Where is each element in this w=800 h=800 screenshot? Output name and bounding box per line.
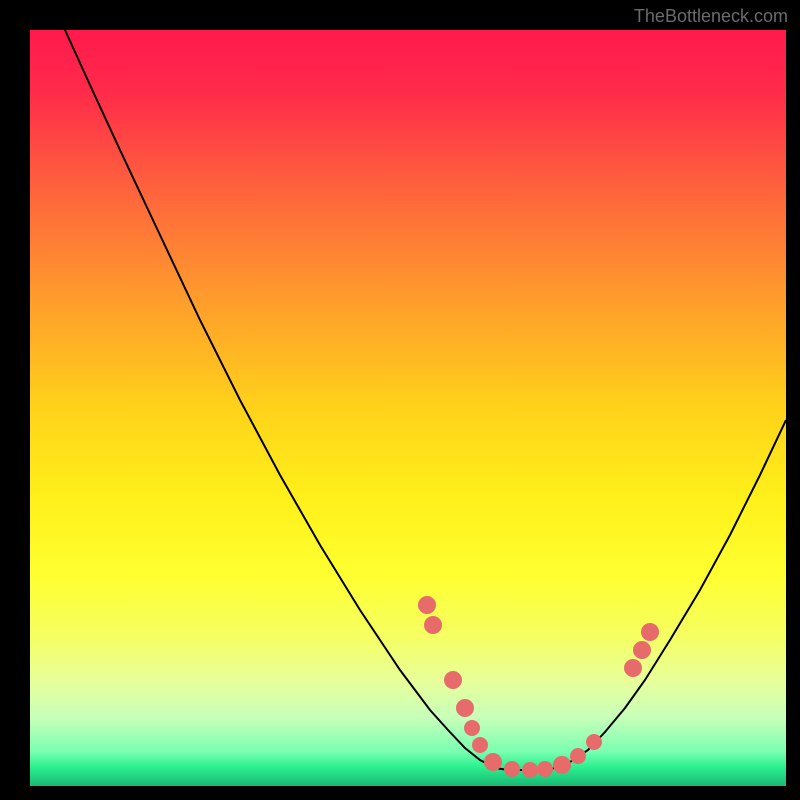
- data-marker: [504, 761, 520, 777]
- data-marker: [641, 623, 659, 641]
- data-marker: [456, 699, 474, 717]
- data-marker: [633, 641, 651, 659]
- data-marker: [586, 734, 602, 750]
- markers-layer: [30, 30, 786, 786]
- data-marker: [472, 737, 488, 753]
- watermark-text: TheBottleneck.com: [634, 6, 788, 27]
- data-marker: [522, 762, 538, 778]
- data-marker: [444, 671, 462, 689]
- data-marker: [553, 756, 571, 774]
- data-marker: [537, 761, 553, 777]
- data-marker: [624, 659, 642, 677]
- data-marker: [570, 748, 586, 764]
- data-marker: [424, 616, 442, 634]
- data-marker: [418, 596, 436, 614]
- plot-area: [30, 30, 786, 786]
- data-marker: [464, 720, 480, 736]
- data-marker: [484, 753, 502, 771]
